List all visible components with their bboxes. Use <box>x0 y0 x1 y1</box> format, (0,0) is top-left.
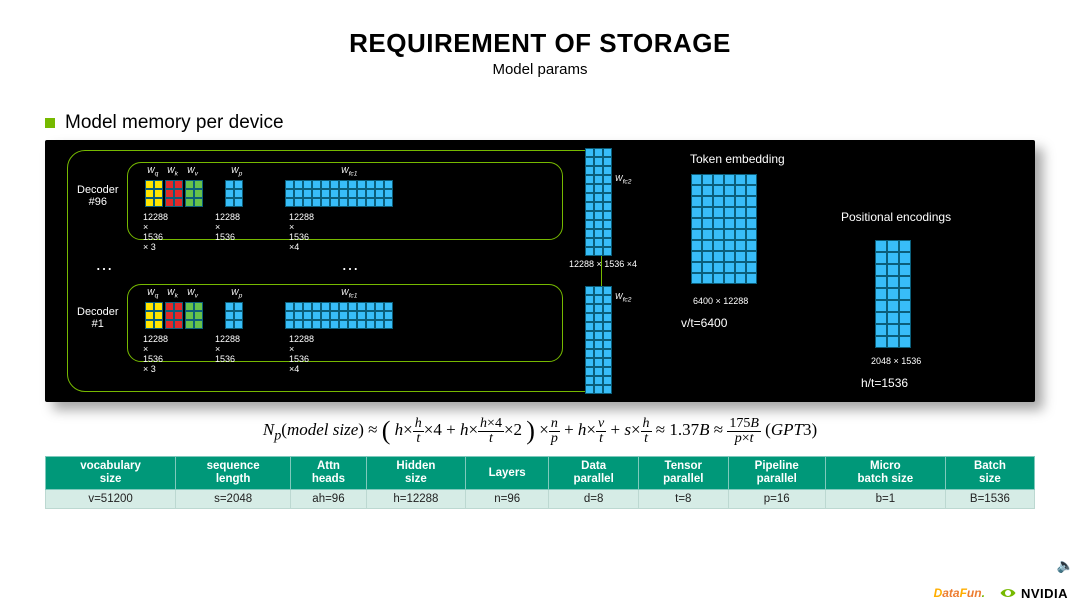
table-header: Batchsize <box>945 457 1034 490</box>
table-header: Attnheads <box>291 457 367 490</box>
decoder-dots-mid: … <box>341 254 359 275</box>
table-cell: ah=96 <box>291 490 367 509</box>
hyperparams-table: vocabularysizesequencelengthAttnheadsHid… <box>45 456 1035 509</box>
token-embedding-matrix <box>691 174 757 284</box>
section-heading-text: Model memory per device <box>65 112 284 134</box>
page-title: REQUIREMENT OF STORAGE <box>45 28 1035 59</box>
table-cell: d=8 <box>549 490 639 509</box>
table-cell: v=51200 <box>46 490 176 509</box>
table-header: Layers <box>465 457 548 490</box>
nvidia-logo: NVIDIA <box>999 584 1068 602</box>
fc2-matrix-top <box>585 148 612 256</box>
decoder-96-label: Decoder #96 <box>77 184 119 208</box>
bullet-icon <box>45 118 55 128</box>
table-cell: n=96 <box>465 490 548 509</box>
formula: Np(model size) ≈ ( h×ht×4 + h×h×4t×2 ) ×… <box>45 416 1035 446</box>
table-cell: h=12288 <box>366 490 465 509</box>
speaker-icon: 🔈 <box>1057 557 1074 574</box>
decoder-1-label: Decoder #1 <box>77 306 119 330</box>
table-header: Hiddensize <box>366 457 465 490</box>
token-embedding-shape: 6400 × 12288 <box>693 296 748 306</box>
page-subtitle: Model params <box>45 61 1035 78</box>
wfc2-label-bot: Wfc2 <box>615 292 631 304</box>
table-cell: s=2048 <box>176 490 291 509</box>
section-heading: Model memory per device <box>45 112 1035 134</box>
table-header: Pipelineparallel <box>728 457 825 490</box>
table-header: sequencelength <box>176 457 291 490</box>
wfc2-label-top: Wfc2 <box>615 174 631 186</box>
table-header: Tensorparallel <box>638 457 728 490</box>
table-cell: B=1536 <box>945 490 1034 509</box>
positional-note: h/t=1536 <box>861 376 908 390</box>
table-cell: b=1 <box>825 490 945 509</box>
datafun-logo: DataFun. <box>934 586 985 600</box>
logos: DataFun. NVIDIA <box>934 584 1068 602</box>
positional-shape: 2048 × 1536 <box>871 356 921 366</box>
fc2-shape-mid: 12288 × 1536 ×4 <box>569 259 637 269</box>
table-header: Microbatch size <box>825 457 945 490</box>
fc2-matrix-bottom <box>585 286 612 394</box>
table-cell: p=16 <box>728 490 825 509</box>
token-embedding-note: v/t=6400 <box>681 316 727 330</box>
table-header: Dataparallel <box>549 457 639 490</box>
architecture-diagram: Decoder #96 Decoder #1 … … Wfc2 12288 × … <box>45 140 1035 402</box>
positional-matrix <box>875 240 911 348</box>
table-header: vocabularysize <box>46 457 176 490</box>
positional-label: Positional encodings <box>841 210 951 224</box>
token-embedding-label: Token embedding <box>690 152 785 166</box>
table-cell: t=8 <box>638 490 728 509</box>
decoder-dots-left: … <box>95 254 113 275</box>
